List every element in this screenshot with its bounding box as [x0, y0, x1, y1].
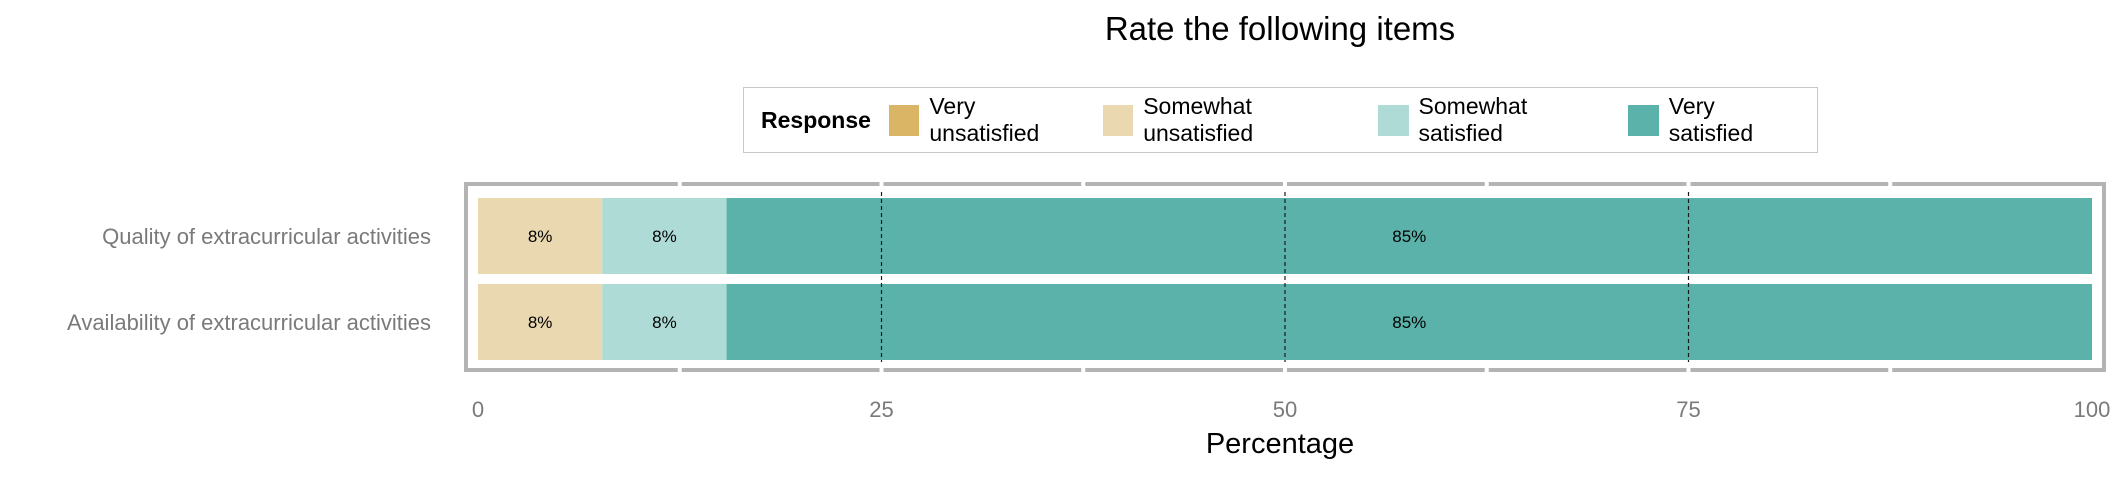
legend-label: Somewhat unsatisfied: [1143, 93, 1254, 146]
legend-label: Very satisfied: [1668, 93, 1754, 146]
bar-segment: [602, 198, 727, 274]
legend-label: Somewhat satisfied: [1418, 93, 1528, 146]
bar-segment: [478, 284, 603, 360]
data-label: 8%: [528, 227, 553, 246]
legend-item-very-unsatisfied: Very unsatisfied: [888, 93, 1089, 147]
bar-segment: [478, 198, 603, 274]
legend-item-somewhat-unsatisfied: Somewhat unsatisfied: [1102, 93, 1364, 147]
chart-title: Rate the following items: [1104, 10, 1456, 47]
data-label: 85%: [1392, 313, 1426, 332]
legend-swatch: [1378, 104, 1409, 136]
data-label: 8%: [528, 313, 553, 332]
x-tick-label: 25: [869, 397, 893, 422]
x-tick-label: 75: [1676, 397, 1700, 422]
bar-segment: [726, 284, 2092, 360]
legend-label: Very unsatisfied: [929, 93, 1040, 146]
legend-swatch: [1102, 104, 1134, 136]
x-axis-label: Percentage: [1205, 428, 1355, 460]
legend: Response Very unsatisfied Somewhat unsat…: [743, 87, 1818, 153]
legend-swatch: [888, 104, 920, 136]
data-label: 85%: [1392, 227, 1426, 246]
x-tick-label: 100: [2074, 397, 2111, 422]
bar-segment: [602, 284, 727, 360]
data-label: 8%: [652, 313, 677, 332]
legend-title: Response: [761, 106, 871, 133]
x-tick-label: 0: [472, 397, 484, 422]
data-label: 8%: [652, 227, 677, 246]
legend-item-somewhat-satisfied: Somewhat satisfied: [1378, 93, 1614, 147]
legend-item-very-satisfied: Very satisfied: [1628, 93, 1803, 147]
x-tick-label: 50: [1273, 397, 1297, 422]
bar-segment: [726, 198, 2092, 274]
y-tick-label: Quality of extracurricular activities: [102, 224, 431, 249]
y-tick-label: Availability of extracurricular activiti…: [67, 310, 431, 335]
legend-swatch: [1628, 104, 1659, 136]
